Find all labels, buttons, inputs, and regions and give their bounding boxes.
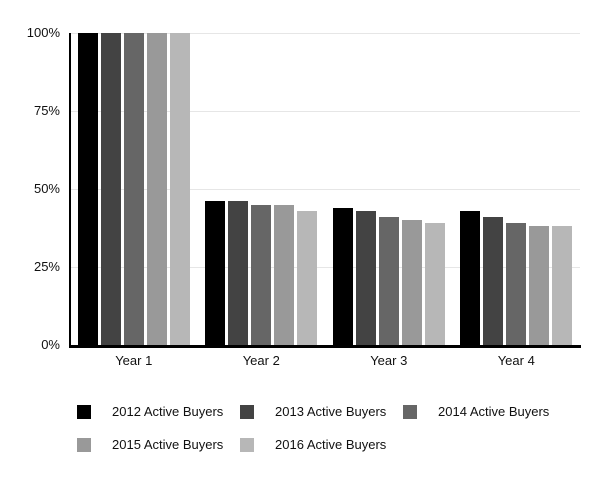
y-tick-label: 75% [33,103,60,118]
legend-item: 2014 Active Buyers [403,405,549,419]
gridline [70,189,580,190]
gridline [70,33,580,34]
x-axis-labels: Year 1 Year 2 Year 3 Year 4 [70,353,580,369]
y-tick-label: 100% [26,25,60,40]
bar [274,205,295,345]
gridline [70,267,580,268]
x-tick-label: Year 3 [370,353,408,368]
bar [169,33,190,345]
legend-label: 2015 Active Buyers [112,437,224,452]
bar [355,211,376,345]
legend-item: 2015 Active Buyers [77,438,223,452]
gridline [70,111,580,112]
legend-item: 2013 Active Buyers [240,405,386,419]
bar [552,226,573,345]
x-tick-label: Year 1 [115,353,153,368]
legend-label: 2014 Active Buyers [438,404,550,419]
y-tick-label: 25% [33,259,60,274]
bar [205,201,226,345]
bar [424,223,445,345]
bar [77,33,98,345]
y-axis-line [69,33,71,346]
x-tick-label: Year 4 [497,353,535,368]
x-tick-label: Year 2 [242,353,280,368]
legend-label: 2012 Active Buyers [112,404,224,419]
bar [401,220,422,345]
legend-swatch [240,405,254,419]
bar [123,33,144,345]
legend-label: 2016 Active Buyers [275,437,387,452]
bar [483,217,504,345]
bar [100,33,121,345]
bar-group [325,33,453,345]
y-tick-label: 0% [41,337,60,352]
bar-group [198,33,326,345]
legend-item: 2016 Active Buyers [240,438,386,452]
legend-swatch [77,438,91,452]
legend-label: 2013 Active Buyers [275,404,387,419]
bar [506,223,527,345]
bar-group [70,33,198,345]
bar [529,226,550,345]
bar [146,33,167,345]
y-tick-label: 50% [33,181,60,196]
x-axis-line [69,345,581,348]
bar [251,205,272,345]
bar [332,208,353,345]
legend-swatch [240,438,254,452]
legend-swatch [403,405,417,419]
bar-group [453,33,581,345]
bar [228,201,249,345]
bar [460,211,481,345]
bar-groups [70,33,580,345]
legend-swatch [77,405,91,419]
legend-item: 2012 Active Buyers [77,405,223,419]
bar [378,217,399,345]
bar [297,211,318,345]
